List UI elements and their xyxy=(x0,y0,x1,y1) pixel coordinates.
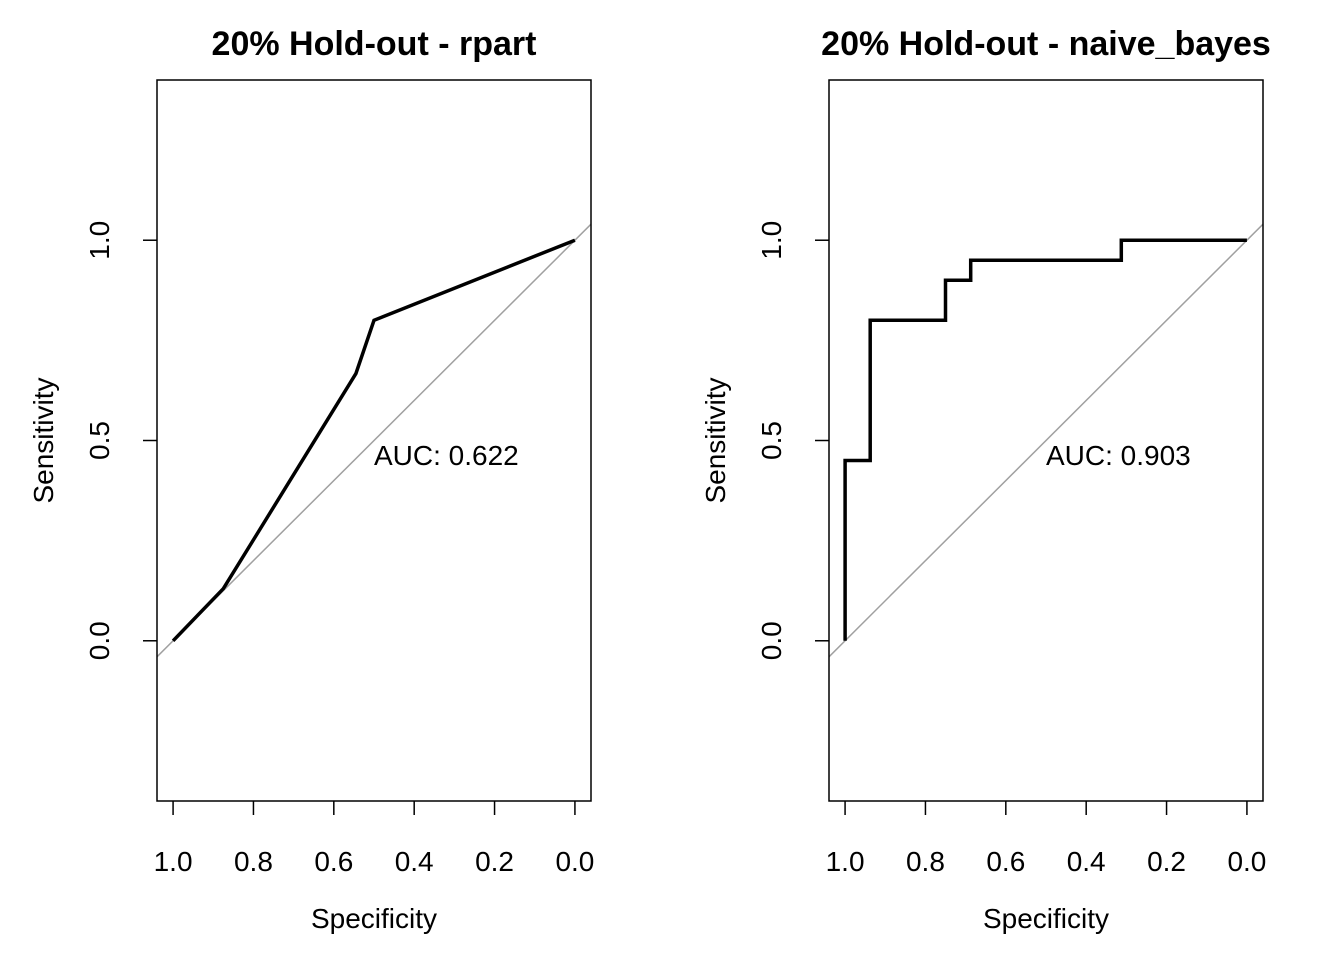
y-tick-label: 0.5 xyxy=(84,421,115,460)
x-tick-label: 0.2 xyxy=(1147,846,1186,877)
y-tick-label: 0.5 xyxy=(756,421,787,460)
x-tick-label: 1.0 xyxy=(826,846,865,877)
chart-title: 20% Hold-out - rpart xyxy=(212,25,537,63)
reference-diagonal-line xyxy=(829,223,1263,658)
x-axis-title: Specificity xyxy=(311,903,437,934)
y-axis-title: Sensitivity xyxy=(700,377,731,503)
x-tick-label: 0.8 xyxy=(906,846,945,877)
roc-panel-1: 20% Hold-out - rpart 1.0 0.8 0.6 0.4 0.2 0.0 0.… xyxy=(28,25,594,934)
roc-panel-2: 20% Hold-out - naive_bayes 1.0 0.8 0.6 0.4 0.… xyxy=(700,25,1271,934)
x-tick-label: 0.8 xyxy=(234,846,273,877)
x-tick-label: 0.6 xyxy=(314,846,353,877)
x-tick-label: 0.0 xyxy=(1227,846,1266,877)
reference-diagonal-line xyxy=(157,223,591,658)
y-tick-label: 0.0 xyxy=(84,621,115,660)
x-tick-label: 0.2 xyxy=(475,846,514,877)
y-tick-label: 1.0 xyxy=(756,221,787,260)
x-tick-label: 0.0 xyxy=(555,846,594,877)
y-axis-title: Sensitivity xyxy=(28,377,59,503)
auc-annotation: AUC: 0.622 xyxy=(374,440,519,471)
x-axis-title: Specificity xyxy=(983,903,1109,934)
roc-curve-line xyxy=(843,238,1247,641)
chart-title: 20% Hold-out - naive_bayes xyxy=(821,25,1271,63)
x-tick-label: 0.4 xyxy=(1067,846,1106,877)
x-tick-label: 0.4 xyxy=(395,846,434,877)
y-tick-label: 1.0 xyxy=(84,221,115,260)
x-tick-label: 0.6 xyxy=(986,846,1025,877)
auc-annotation: AUC: 0.903 xyxy=(1046,440,1191,471)
x-tick-label: 1.0 xyxy=(154,846,193,877)
y-tick-label: 0.0 xyxy=(756,621,787,660)
roc-curve-line xyxy=(171,238,576,643)
